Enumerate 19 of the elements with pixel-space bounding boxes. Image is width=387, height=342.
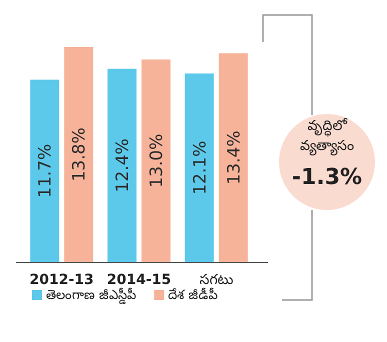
text: వృద్ధిలో వ్యత్యాసం	[300, 118, 354, 156]
x-tick-label: 2012-13	[30, 272, 94, 288]
data-label: 13.8%	[70, 127, 90, 182]
bar	[218, 53, 248, 262]
x-tick-label: సగటు	[199, 272, 234, 288]
data-label: 13.4%	[224, 130, 244, 185]
bar	[184, 73, 214, 262]
data-label: 13.0%	[147, 134, 167, 188]
bar	[30, 80, 60, 262]
data-label: 12.4%	[113, 138, 133, 192]
data-label: 12.1%	[190, 140, 210, 195]
x-tick-label: 2014-15	[106, 272, 172, 288]
bar	[64, 47, 94, 262]
bar	[142, 59, 170, 262]
data-label: 11.7%	[36, 144, 56, 198]
bar	[108, 68, 136, 262]
legend-label: తెలంగాణ జీఎస్డీపీ	[46, 287, 136, 305]
text: -1.3%	[292, 165, 362, 190]
legend-label: దేశ జీడీపీ	[168, 287, 218, 303]
